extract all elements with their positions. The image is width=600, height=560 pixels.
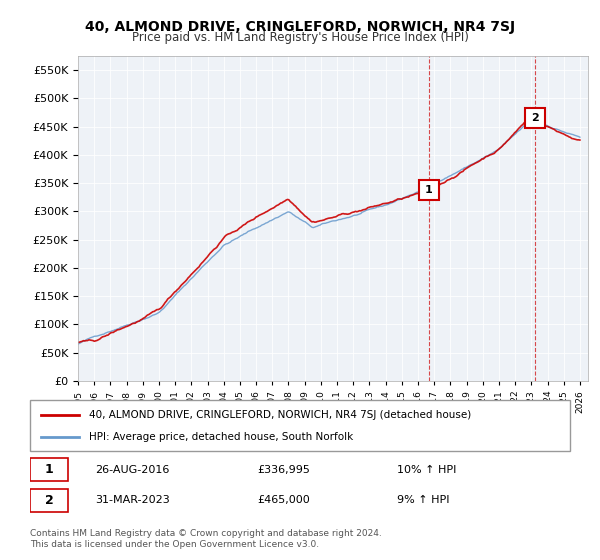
Text: 2: 2 xyxy=(532,113,539,123)
Text: 9% ↑ HPI: 9% ↑ HPI xyxy=(397,496,450,506)
Text: 1: 1 xyxy=(44,463,53,476)
Text: 1: 1 xyxy=(425,185,433,195)
Text: HPI: Average price, detached house, South Norfolk: HPI: Average price, detached house, Sout… xyxy=(89,432,353,442)
Text: 31-MAR-2023: 31-MAR-2023 xyxy=(95,496,170,506)
Text: 2: 2 xyxy=(44,494,53,507)
FancyBboxPatch shape xyxy=(30,400,570,451)
FancyBboxPatch shape xyxy=(30,489,68,512)
Text: 40, ALMOND DRIVE, CRINGLEFORD, NORWICH, NR4 7SJ (detached house): 40, ALMOND DRIVE, CRINGLEFORD, NORWICH, … xyxy=(89,409,472,419)
Text: 40, ALMOND DRIVE, CRINGLEFORD, NORWICH, NR4 7SJ: 40, ALMOND DRIVE, CRINGLEFORD, NORWICH, … xyxy=(85,20,515,34)
Text: 26-AUG-2016: 26-AUG-2016 xyxy=(95,465,169,475)
Text: Contains HM Land Registry data © Crown copyright and database right 2024.
This d: Contains HM Land Registry data © Crown c… xyxy=(30,529,382,549)
Text: £465,000: £465,000 xyxy=(257,496,310,506)
FancyBboxPatch shape xyxy=(30,458,68,481)
Text: £336,995: £336,995 xyxy=(257,465,310,475)
Text: 10% ↑ HPI: 10% ↑ HPI xyxy=(397,465,457,475)
Text: Price paid vs. HM Land Registry's House Price Index (HPI): Price paid vs. HM Land Registry's House … xyxy=(131,31,469,44)
